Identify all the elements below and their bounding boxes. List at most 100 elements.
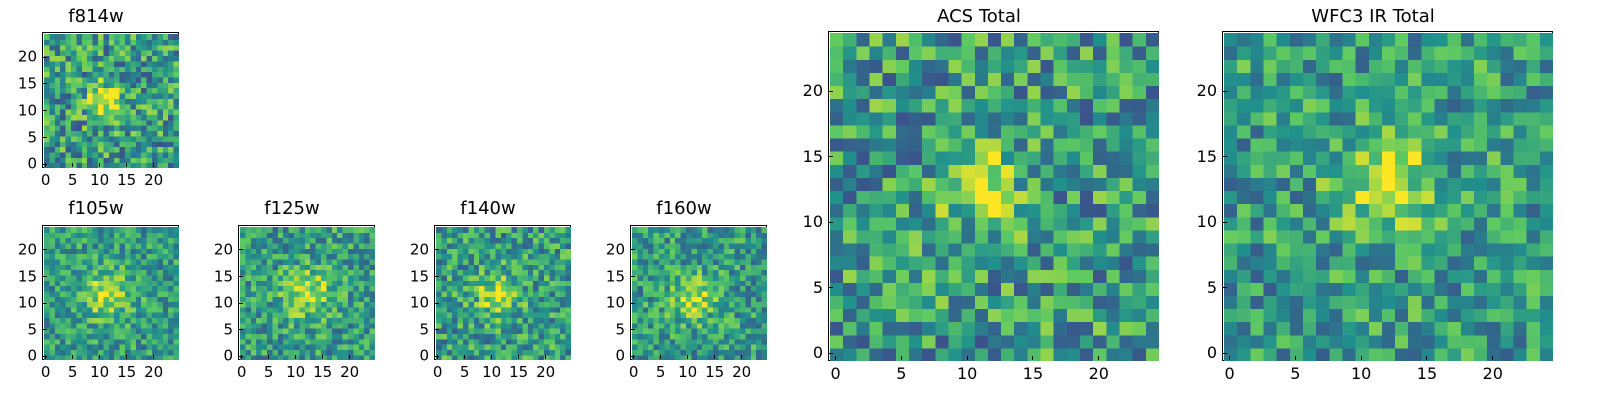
pixel-cell: [272, 317, 279, 324]
pixel-cell: [337, 242, 344, 249]
pixel-cell: [65, 82, 72, 89]
pixel-cell: [490, 328, 496, 334]
pixel-cell: [756, 264, 763, 271]
pixel-cell: [49, 71, 56, 78]
pixel-cell: [1263, 46, 1278, 60]
pixel-cell: [114, 280, 121, 287]
pixel-cell: [119, 130, 126, 137]
pixel-cell: [1539, 190, 1553, 205]
pixel-cell: [468, 306, 475, 313]
pixel-cell: [81, 157, 88, 164]
pixel-cell: [554, 296, 561, 303]
pixel-cell: [1434, 308, 1449, 323]
pixel-cell: [65, 274, 72, 281]
pixel-cell: [495, 237, 502, 244]
pixel-cell: [1474, 295, 1488, 310]
pixel-cell: [718, 227, 725, 233]
pixel-cell: [1224, 203, 1238, 218]
pixel-cell: [364, 349, 371, 356]
pixel-cell: [65, 242, 72, 249]
pixel-cell: [686, 317, 692, 324]
pixel-cell: [92, 146, 99, 153]
pixel-cell: [256, 248, 263, 255]
pixel-cell: [664, 269, 671, 276]
pixel-cell: [1145, 59, 1159, 73]
pixel-cell: [157, 269, 164, 276]
pixel-cell: [664, 349, 671, 356]
pixel-cell: [256, 232, 263, 239]
pixel-cell: [310, 290, 317, 297]
pixel-cell: [125, 130, 131, 137]
pixel-cell: [680, 317, 687, 324]
pixel-cell: [517, 290, 523, 297]
pixel-cell: [130, 55, 137, 62]
pixel-cell: [659, 296, 665, 303]
pixel-cell: [1368, 85, 1383, 100]
pixel-cell: [702, 301, 709, 308]
pixel-cell: [65, 55, 72, 62]
pixel-cell: [495, 349, 502, 356]
pixel-cell: [146, 290, 153, 297]
pixel-cell: [157, 258, 164, 265]
pixel-cell: [1001, 203, 1015, 218]
pixel-cell: [490, 274, 496, 281]
pixel-cell: [1263, 111, 1278, 126]
pixel-cell: [1276, 111, 1291, 126]
pixel-cell: [734, 328, 741, 334]
pixel-cell: [632, 264, 638, 271]
x-tick-label: 0: [1224, 364, 1235, 383]
pixel-cell: [135, 135, 142, 142]
pixel-cell: [1316, 72, 1330, 87]
pixel-cell: [1316, 59, 1330, 73]
pixel-cell: [261, 338, 268, 345]
pixel-cell: [1224, 137, 1238, 152]
pixel-cell: [108, 349, 115, 356]
pixel-cell: [637, 344, 644, 350]
pixel-cell: [240, 328, 246, 334]
pixel-cell: [331, 312, 338, 319]
pixel-cell: [135, 119, 142, 126]
pixel-cell: [500, 312, 507, 319]
pixel-cell: [637, 333, 644, 340]
pixel-cell: [843, 321, 857, 336]
pixel-cell: [436, 301, 442, 308]
pixel-cell: [81, 135, 88, 142]
pixel-cell: [92, 227, 99, 233]
pixel-cell: [987, 282, 1002, 296]
pixel-cell: [436, 349, 442, 356]
pixel-cell: [565, 232, 571, 239]
y-tick-label: 20: [17, 47, 37, 66]
pixel-cell: [713, 333, 719, 340]
pixel-cell: [1302, 295, 1317, 310]
pixel-cell: [522, 227, 529, 233]
pixel-cell: [1106, 347, 1121, 361]
pixel-cell: [463, 285, 469, 292]
y-tick-mark: [239, 276, 243, 278]
pixel-cell: [533, 312, 540, 319]
pixel-cell: [1053, 321, 1068, 336]
pixel-cell: [65, 317, 72, 324]
pixel-cell: [729, 322, 736, 329]
x-tick-label: 20: [340, 363, 360, 381]
pixel-cell: [696, 306, 703, 313]
pixel-cell: [250, 296, 257, 303]
pixel-cell: [125, 349, 131, 356]
pixel-cell: [642, 264, 649, 271]
pixel-cell: [1080, 124, 1094, 139]
pixel-cell: [1276, 190, 1291, 205]
pixel-cell: [1526, 46, 1541, 60]
pixel-cell: [1132, 256, 1147, 270]
pixel-cell: [549, 354, 556, 360]
pixel-cell: [261, 344, 268, 350]
pixel-cell: [1355, 347, 1370, 361]
pixel-cell: [1263, 229, 1278, 244]
pixel-cell: [1132, 59, 1147, 73]
pixel-cell: [304, 349, 311, 356]
pixel-cell: [1224, 216, 1238, 231]
pixel-cell: [81, 333, 88, 340]
pixel-cell: [119, 301, 126, 308]
pixel-cell: [337, 338, 344, 345]
pixel-cell: [1408, 347, 1422, 361]
pixel-cell: [869, 216, 884, 231]
pixel-cell: [108, 296, 115, 303]
